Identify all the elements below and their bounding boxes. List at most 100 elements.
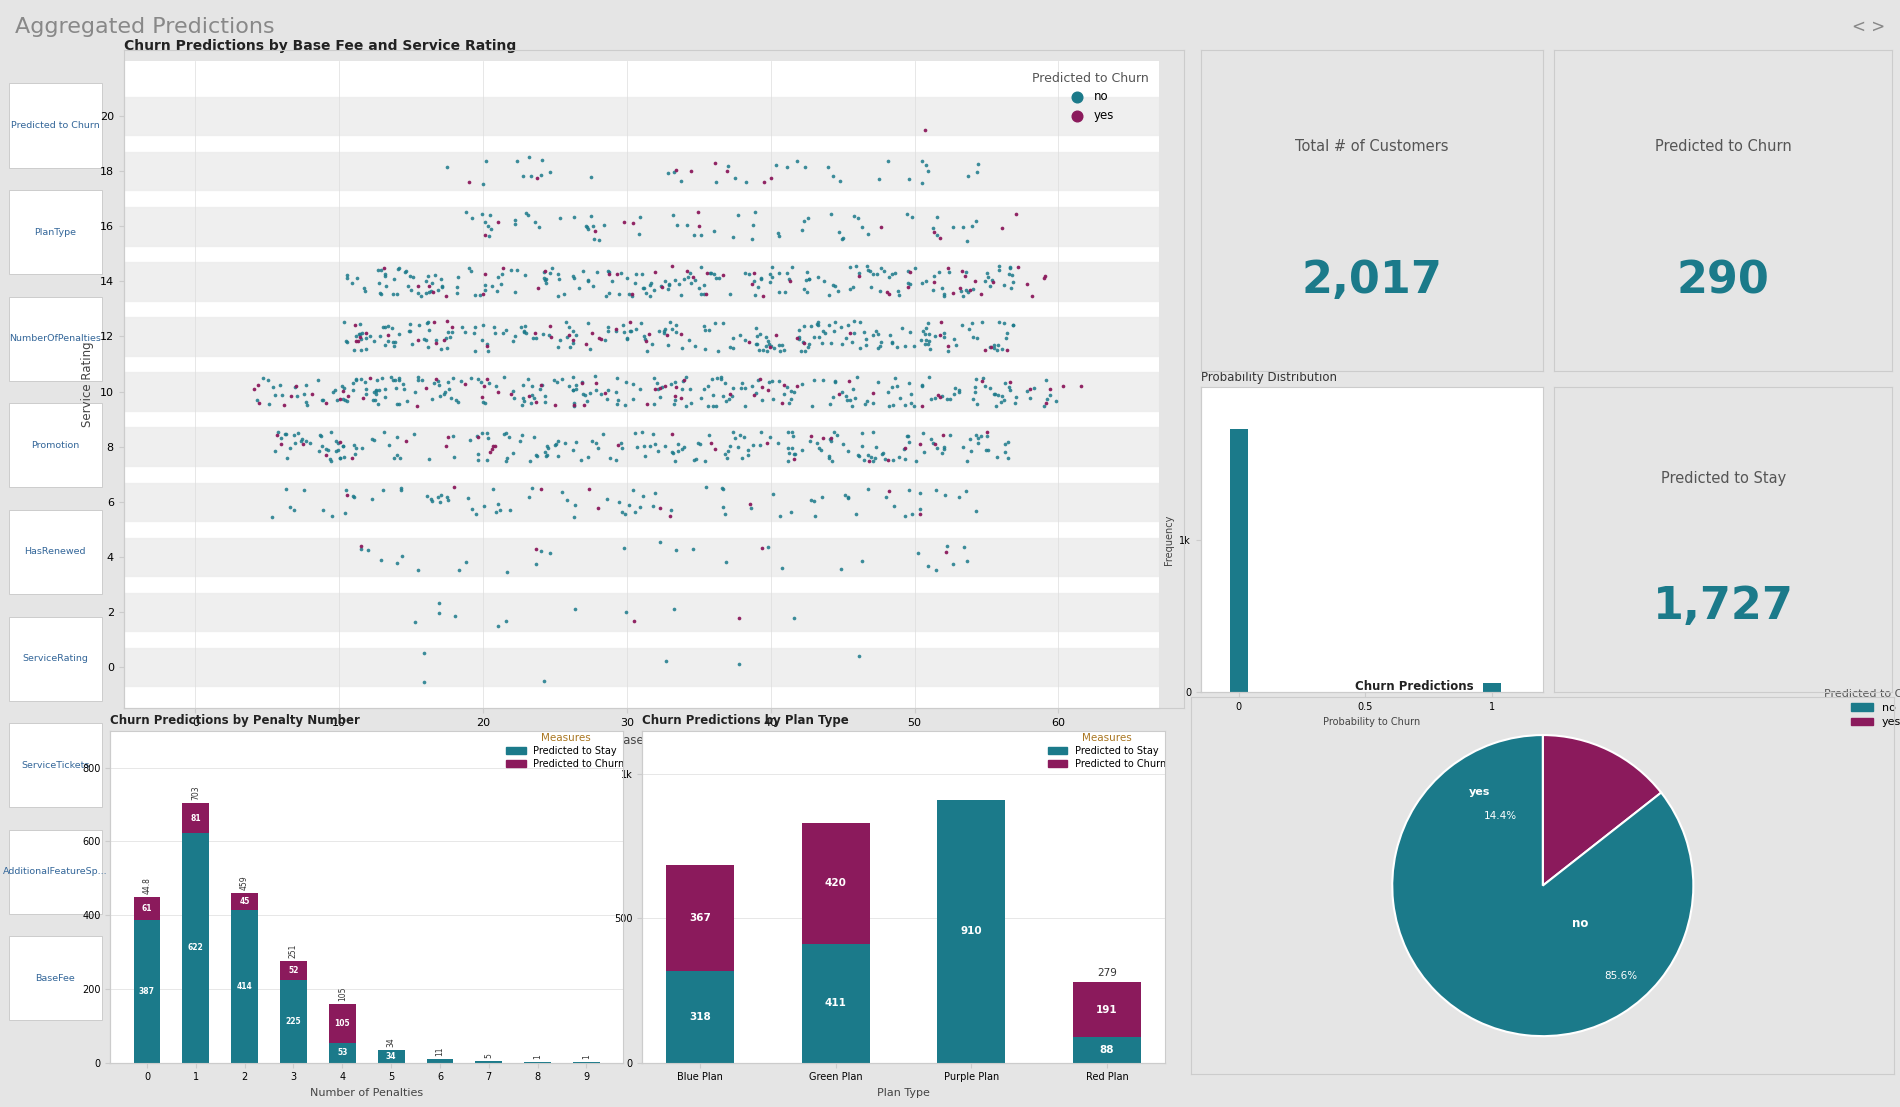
Point [426,486,456,504]
Point [895,263,925,281]
Point [857,327,887,344]
Point [669,270,699,288]
Point [813,287,844,304]
Point [754,373,785,391]
Point [851,258,882,276]
Point [445,373,475,391]
Point [650,272,680,290]
Point [718,228,749,246]
Point [424,281,454,299]
Point [477,437,507,455]
Point [352,341,382,359]
Point [363,261,393,279]
Point [471,337,502,354]
Point [669,371,699,389]
Point [646,389,676,406]
Point [986,393,1016,411]
Point [352,329,382,346]
Text: Total # of Customers: Total # of Customers [1296,138,1448,154]
Point [359,432,390,449]
Point [621,265,652,282]
Point [914,163,944,180]
Point [524,380,555,397]
Point [857,453,887,470]
Point [279,434,310,452]
Point [659,395,690,413]
Bar [937,800,1005,1063]
Point [826,383,857,401]
Point [446,319,477,337]
Point [412,313,443,331]
Point [331,392,361,410]
Point [904,435,935,453]
Point [815,428,846,446]
Point [433,323,464,341]
Point [684,435,714,453]
Point [978,385,1009,403]
Point [906,376,937,394]
Point [410,284,441,302]
Point [469,281,500,299]
Point [391,393,422,411]
Point [908,424,939,442]
Point [433,490,464,508]
Text: 411: 411 [825,999,847,1008]
Point [431,437,462,455]
Point [560,380,591,397]
Point [530,443,560,461]
Point [475,444,505,462]
Point [462,427,492,445]
Point [350,323,380,341]
Point [914,368,944,385]
Point [950,263,980,281]
Point [654,313,684,331]
Point [412,267,443,284]
Point [846,340,876,358]
Point [600,452,631,469]
Point [466,287,496,304]
Point [635,287,665,304]
Point [718,330,749,348]
Point [880,370,910,387]
Point [808,430,838,447]
Point [403,368,433,385]
Point [785,330,815,348]
Text: 44.8: 44.8 [142,878,152,894]
Bar [124,262,1159,301]
Text: 5: 5 [484,1053,494,1058]
Point [433,380,464,397]
Text: 88: 88 [1100,1045,1113,1055]
Point [500,211,530,229]
Point [933,537,963,555]
Point [431,340,462,358]
Point [566,373,597,391]
Point [792,283,823,301]
Point [692,265,722,282]
Point [796,396,826,414]
Point [338,487,369,505]
Point [435,328,466,345]
Point [517,377,547,395]
Point [739,272,770,290]
Point [602,436,633,454]
Point [323,441,353,458]
Point [640,263,671,281]
Point [302,371,332,389]
Point [473,430,504,447]
Point [1030,269,1060,287]
Bar [124,648,1159,686]
Point [629,328,659,345]
Point [859,266,889,283]
Point [239,380,270,397]
Point [657,258,688,276]
Point [671,397,701,415]
Point [428,331,458,349]
Point [944,488,975,506]
Point [847,424,878,442]
Point [243,376,274,394]
Point [813,449,844,467]
Point [654,275,684,292]
Point [589,216,619,234]
Point [707,479,737,497]
Text: 225: 225 [285,1016,302,1026]
